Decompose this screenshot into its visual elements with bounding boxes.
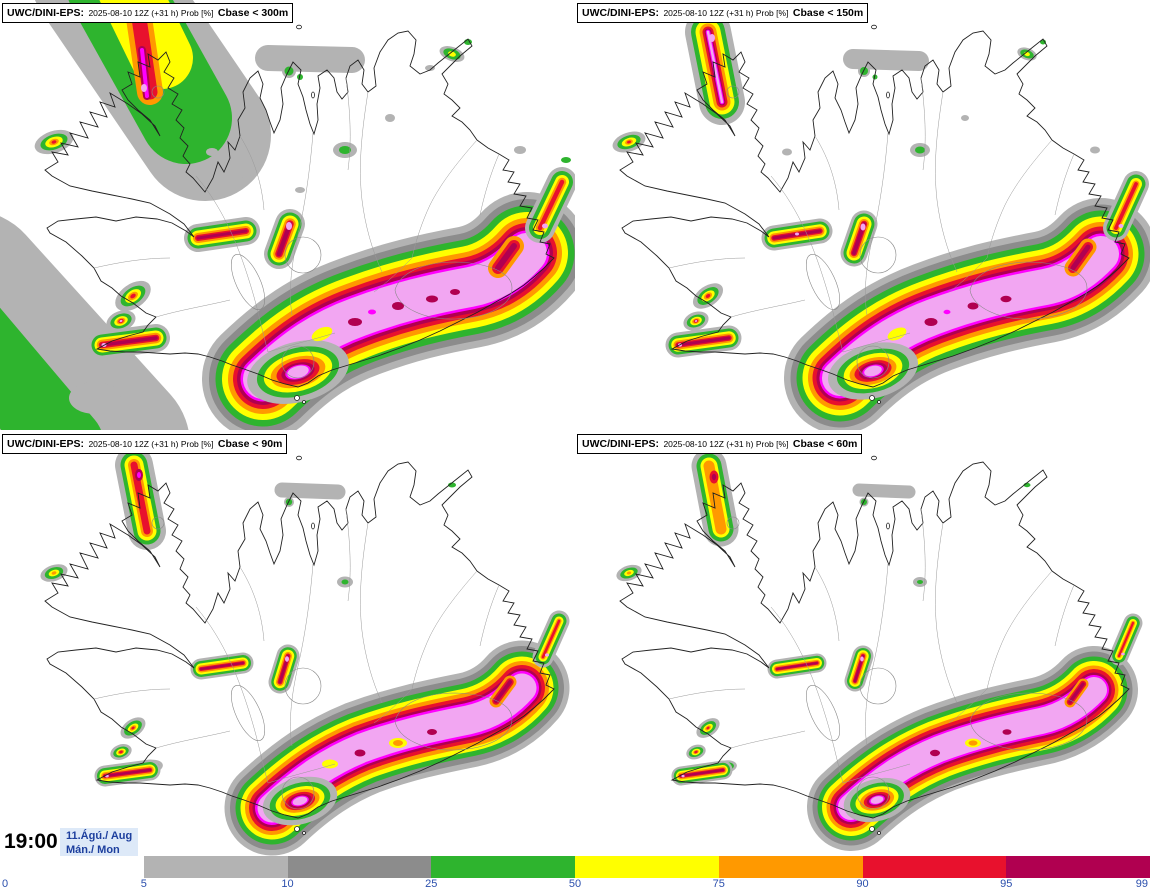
run-info: 2025-08-10 12Z (+31 h) Prob [%]: [663, 439, 789, 449]
threshold-label: Cbase < 150m: [792, 7, 864, 19]
panel-title-60m: UWC/DINI-EPS: 2025-08-10 12Z (+31 h) Pro…: [577, 434, 863, 454]
panel-title-90m: UWC/DINI-EPS: 2025-08-10 12Z (+31 h) Pro…: [2, 434, 288, 454]
iceland-map-60m: [616, 448, 1143, 851]
colorbar-tick: 5: [140, 878, 147, 890]
colorbar-segment: [143, 856, 288, 878]
colorbar-segment: [287, 856, 432, 878]
map-panel-cbase-150m: UWC/DINI-EPS: 2025-08-10 12Z (+31 h) Pro…: [575, 0, 1150, 430]
colorbar-tick: 10: [281, 878, 294, 890]
date-box: 11.Ágú./ Aug Mán./ Mon: [60, 828, 139, 858]
model-name: UWC/DINI-EPS:: [582, 438, 659, 450]
colorbar-tick: 95: [1000, 878, 1013, 890]
iceland-map-150m: [612, 9, 1150, 430]
panel-title-150m: UWC/DINI-EPS: 2025-08-10 12Z (+31 h) Pro…: [577, 3, 869, 23]
run-info: 2025-08-10 12Z (+31 h) Prob [%]: [88, 439, 214, 449]
run-info: 2025-08-10 12Z (+31 h) Prob [%]: [88, 8, 214, 18]
map-panel-cbase-90m: UWC/DINI-EPS: 2025-08-10 12Z (+31 h) Pro…: [0, 431, 575, 861]
model-name: UWC/DINI-EPS:: [7, 7, 84, 19]
colorbar-tick: 50: [568, 878, 582, 890]
probability-shading: [612, 9, 1150, 430]
colorbar-segment: [1006, 856, 1150, 878]
colorbar-tick: 99: [1135, 878, 1148, 890]
colorbar-segment: [718, 856, 863, 878]
iceland-map-90m: [40, 446, 570, 856]
threshold-label: Cbase < 300m: [217, 7, 289, 19]
colorbar-tick-labels: 0 5 10 25 50 75 90 95 99: [0, 878, 1150, 891]
colorbar-segment: [862, 856, 1007, 878]
valid-time-label: 19:00: [4, 830, 58, 853]
colorbar-tick: 75: [712, 878, 725, 890]
colorbar-tick: 0: [2, 878, 9, 890]
model-name: UWC/DINI-EPS:: [582, 7, 659, 19]
threshold-label: Cbase < 90m: [217, 438, 283, 450]
map-panel-cbase-300m: UWC/DINI-EPS: 2025-08-10 12Z (+31 h) Pro…: [0, 0, 575, 430]
iceland-map-300m: [0, 0, 575, 430]
colorbar-segment: [0, 856, 144, 878]
probability-shading: [0, 0, 575, 430]
colorbar-tick: 25: [425, 878, 438, 890]
colorbar-tick: 90: [856, 878, 869, 890]
run-info: 2025-08-10 12Z (+31 h) Prob [%]: [663, 8, 789, 18]
colorbar-segment: [431, 856, 575, 878]
panel-title-300m: UWC/DINI-EPS: 2025-08-10 12Z (+31 h) Pro…: [2, 3, 294, 23]
model-name: UWC/DINI-EPS:: [7, 438, 84, 450]
weekday-line: Mán./ Mon: [66, 844, 120, 856]
colorbar-segment: [575, 856, 719, 878]
probability-shading: [40, 446, 570, 856]
map-panel-cbase-60m: UWC/DINI-EPS: 2025-08-10 12Z (+31 h) Pro…: [575, 431, 1150, 861]
probability-colorbar: [0, 856, 1150, 878]
probability-shading: [616, 448, 1143, 851]
threshold-label: Cbase < 60m: [792, 438, 858, 450]
date-line: 11.Ágú./ Aug: [66, 830, 133, 842]
